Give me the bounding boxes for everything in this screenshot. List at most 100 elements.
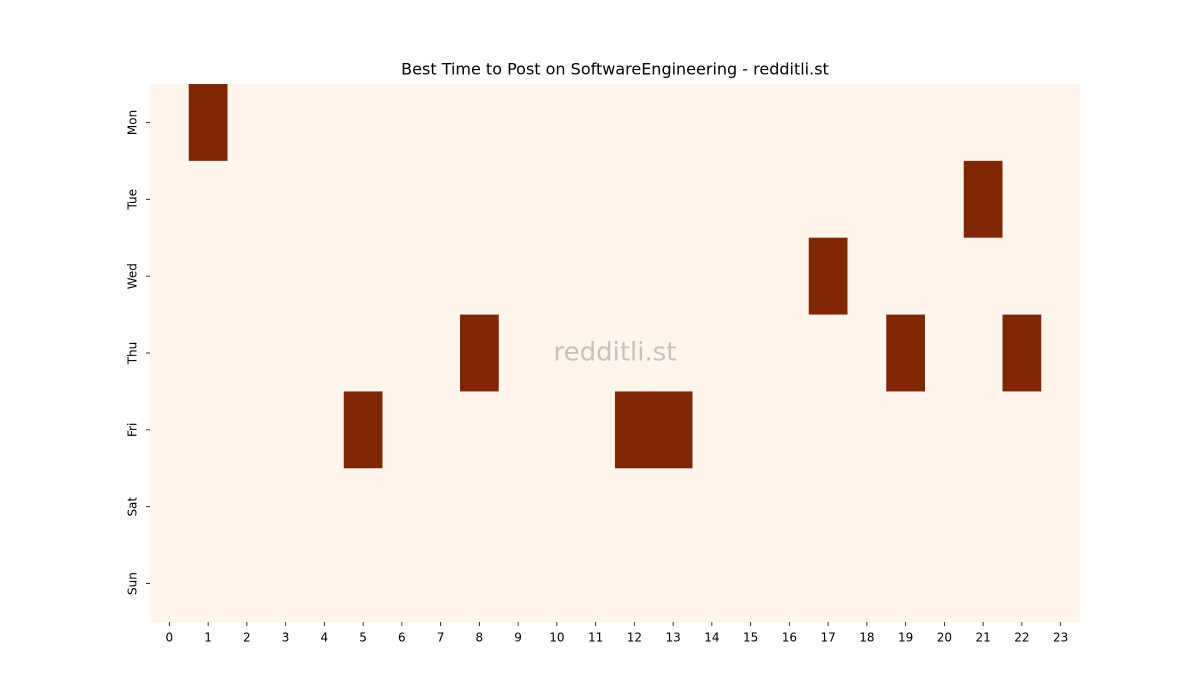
heat-cell — [498, 314, 538, 392]
heat-cell — [537, 160, 577, 239]
heat-cell — [188, 237, 228, 316]
heat-cell — [382, 468, 422, 546]
heat-cell — [188, 84, 228, 162]
heat-cell — [653, 84, 693, 162]
heat-cell — [692, 84, 732, 162]
heat-cell — [227, 84, 267, 162]
x-tick-label: 15 — [743, 631, 758, 645]
heat-cell — [808, 160, 848, 239]
heat-cell — [963, 391, 1003, 469]
heat-cell — [770, 160, 810, 239]
heat-cell — [460, 545, 500, 623]
heat-cell — [615, 237, 655, 316]
x-tick-label: 8 — [476, 631, 484, 645]
heat-cell — [653, 160, 693, 239]
heat-cell — [1041, 84, 1081, 162]
heat-cell — [498, 391, 538, 469]
heat-cell — [770, 468, 810, 546]
heat-cell — [731, 160, 771, 239]
heat-cell — [537, 468, 577, 546]
heat-cell — [925, 237, 965, 316]
heat-cell — [188, 160, 228, 239]
heat-cell — [382, 314, 422, 392]
heat-cell — [576, 84, 616, 162]
heat-cell — [227, 468, 267, 546]
heat-cell — [343, 468, 383, 546]
heat-cell — [1002, 84, 1042, 162]
heat-cell — [615, 314, 655, 392]
heat-cell — [731, 545, 771, 623]
heat-cell — [266, 391, 306, 469]
x-tick-label: 9 — [514, 631, 522, 645]
heat-cell — [266, 314, 306, 392]
heat-cell — [576, 468, 616, 546]
heat-cell — [615, 160, 655, 239]
x-tick-label: 18 — [859, 631, 874, 645]
x-tick-label: 17 — [820, 631, 835, 645]
heat-cell — [886, 545, 926, 623]
heat-cell — [1041, 314, 1081, 392]
heat-cell — [460, 84, 500, 162]
heat-cell — [731, 468, 771, 546]
heat-cell — [150, 468, 190, 546]
x-tick-label: 4 — [321, 631, 329, 645]
x-tick-label: 2 — [243, 631, 251, 645]
heat-cell — [963, 314, 1003, 392]
heat-cell — [886, 84, 926, 162]
heat-cell — [537, 84, 577, 162]
heat-cell — [847, 314, 887, 392]
x-tick-label: 5 — [359, 631, 367, 645]
heat-cell — [537, 314, 577, 392]
heat-cell — [653, 468, 693, 546]
heat-cell — [925, 84, 965, 162]
heat-cell — [653, 391, 693, 469]
heat-cell — [847, 237, 887, 316]
heat-cell — [266, 84, 306, 162]
heat-cell — [808, 237, 848, 316]
heat-cell — [847, 84, 887, 162]
heat-cell — [266, 468, 306, 546]
x-tick-label: 3 — [282, 631, 290, 645]
heat-cell — [305, 545, 345, 623]
heat-cell — [266, 237, 306, 316]
heat-cell — [692, 237, 732, 316]
heat-cell — [963, 160, 1003, 239]
heat-cell — [460, 391, 500, 469]
heat-cell — [1002, 545, 1042, 623]
y-tick-label: Sat — [126, 497, 140, 517]
heat-cell — [421, 468, 461, 546]
heat-cell — [653, 237, 693, 316]
heat-cell — [150, 84, 190, 162]
heat-cell — [770, 84, 810, 162]
heat-cell — [886, 468, 926, 546]
heat-cell — [150, 314, 190, 392]
heat-cell — [382, 160, 422, 239]
heat-cell — [925, 314, 965, 392]
heat-cell — [305, 84, 345, 162]
heat-cell — [421, 84, 461, 162]
heat-cell — [925, 160, 965, 239]
heat-cell — [576, 314, 616, 392]
heat-cell — [963, 237, 1003, 316]
heat-cell — [1002, 391, 1042, 469]
heat-cell — [421, 237, 461, 316]
y-tick-label: Mon — [126, 110, 140, 135]
heat-cell — [150, 237, 190, 316]
heat-cell — [382, 84, 422, 162]
heat-cell — [498, 84, 538, 162]
heat-cell — [421, 545, 461, 623]
heat-cell — [343, 84, 383, 162]
heat-cell — [498, 545, 538, 623]
heat-cell — [1002, 160, 1042, 239]
heat-cell — [305, 237, 345, 316]
heat-cell — [1002, 314, 1042, 392]
heat-cell — [188, 468, 228, 546]
heat-cell — [847, 545, 887, 623]
heat-cell — [925, 545, 965, 623]
x-tick-label: 11 — [588, 631, 603, 645]
heat-cell — [382, 391, 422, 469]
heat-cell — [460, 237, 500, 316]
heat-cell — [460, 160, 500, 239]
heat-cell — [808, 545, 848, 623]
y-tick-label: Wed — [126, 263, 140, 289]
